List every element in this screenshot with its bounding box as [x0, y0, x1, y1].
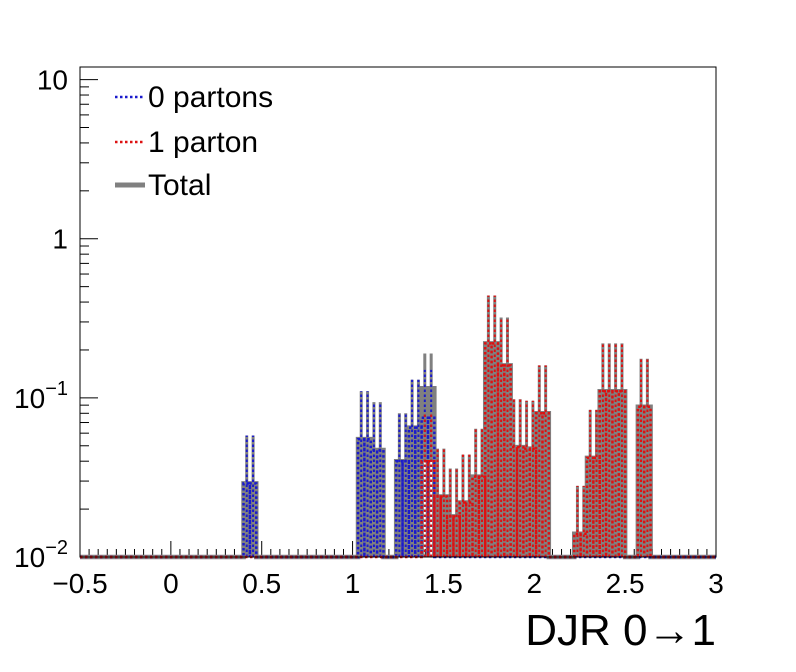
x-tick-label: 0 — [163, 568, 179, 599]
plot-frame — [79, 66, 717, 558]
legend: 0 partons 1 parton Total — [115, 81, 273, 202]
series-1-parton — [80, 295, 716, 559]
x-tick-label: 2.5 — [606, 568, 645, 599]
series-layer — [80, 295, 716, 560]
series-total-outline — [80, 341, 716, 560]
series-1-parton-outline — [80, 342, 716, 559]
y-tick-label-base: 10 — [14, 542, 45, 573]
x-axis-title-end: 1 — [692, 606, 716, 655]
y-tick-label-base: 1 — [52, 224, 68, 255]
x-tick-label: 1.5 — [424, 568, 463, 599]
x-tick-label: −0.5 — [52, 568, 107, 599]
frame-layer — [79, 66, 717, 558]
y-tick-label: 10−2 — [14, 537, 68, 573]
x-axis-title: DJR 0→1 — [525, 606, 716, 655]
x-axis-title-arrow: → — [648, 606, 692, 655]
y-tick-label-exponent: −1 — [45, 378, 68, 400]
y-tick-label: 1 — [52, 224, 68, 255]
x-tick-label: 2 — [526, 568, 542, 599]
x-tick-label: 3 — [708, 568, 724, 599]
y-tick-label-base: 10 — [37, 65, 68, 96]
y-tick-label-base: 10 — [14, 383, 45, 414]
legend-label-1-parton: 1 parton — [148, 126, 258, 159]
y-tick-label: 10−1 — [14, 378, 68, 414]
x-tick-label: 1 — [345, 568, 361, 599]
legend-label-total: Total — [148, 169, 211, 202]
series-0-partons — [80, 369, 716, 559]
y-tick-label-exponent: −2 — [45, 537, 68, 559]
y-tick-label: 10 — [37, 65, 68, 96]
x-axis-title-main: DJR 0 — [525, 606, 647, 655]
legend-label-0-partons: 0 partons — [148, 81, 273, 114]
series-0-partons-outline — [80, 416, 716, 559]
x-tick-label: 0.5 — [242, 568, 281, 599]
